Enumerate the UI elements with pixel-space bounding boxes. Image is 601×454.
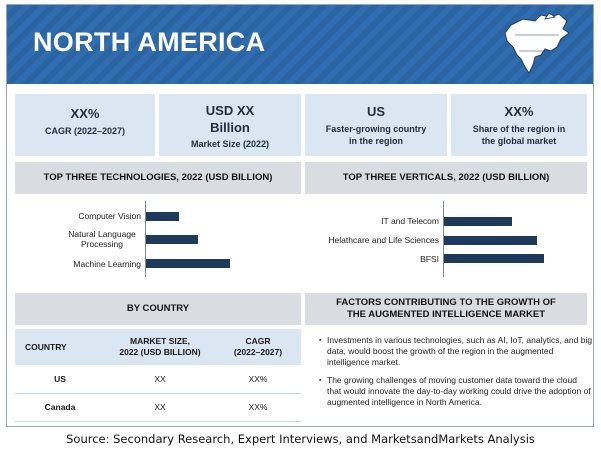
col-cagr-line-2: (2022–2027) (233, 347, 283, 357)
stat-region-share-label-2: the global market (481, 136, 557, 146)
technologies-heading: TOP THREE TECHNOLOGIES, 2022 (USD BILLIO… (15, 162, 301, 194)
tech-label-1-text: Natural Language Processing (68, 229, 136, 249)
col-cagr: CAGR (2022–2027) (215, 329, 301, 365)
stat-market-size-unit: Billion (210, 120, 250, 135)
factors-heading-line-1: FACTORS CONTRIBUTING TO THE GROWTH OF (336, 297, 556, 308)
banner: NORTH AMERICA (7, 5, 593, 84)
stat-market-size-value: USD XX (205, 103, 255, 118)
stat-market-size: USD XX Billion Market Size (2022) (159, 94, 301, 156)
row-us-cagr: XX% (215, 365, 301, 394)
technologies-axis (145, 201, 146, 277)
row-canada-size: XX (105, 393, 215, 422)
north-america-map-icon (504, 12, 570, 74)
tech-label-2: Machine Learning (73, 259, 141, 269)
stat-fastest-country-value: US (366, 104, 386, 119)
stat-market-size-label: Market Size (2022) (190, 139, 270, 149)
stat-cagr: XX% CAGR (2022–2027) (15, 94, 155, 156)
table-row: US XX XX% (15, 365, 301, 394)
country-table: COUNTRY MARKET SIZE, 2022 (USD BILLION) … (15, 329, 301, 422)
stat-region-share-value: XX% (504, 104, 534, 119)
vert-bar-2 (444, 254, 544, 263)
col-cagr-line-1: CAGR (245, 336, 271, 346)
source-note: Source: Secondary Research, Expert Inter… (66, 432, 535, 446)
row-us-size: XX (105, 365, 215, 394)
tech-bar-1 (146, 235, 198, 244)
col-market-size-line-1: MARKET SIZE, (130, 336, 190, 346)
stat-fastest-country-label-1: Faster-growing country (325, 124, 427, 134)
verticals-heading: TOP THREE VERTICALS, 2022 (USD BILLION) (305, 162, 587, 194)
tech-bar-0 (146, 212, 179, 221)
row-canada-country: Canada (15, 393, 105, 422)
vert-bar-1 (444, 236, 538, 245)
stat-fastest-country-label-2: in the region (349, 136, 403, 146)
col-market-size-line-2: 2022 (USD BILLION) (119, 347, 201, 357)
stat-fastest-country: US Faster-growing country in the region (305, 94, 447, 156)
by-country-heading: BY COUNTRY (15, 293, 301, 325)
verticals-chart: IT and Telecom Helathcare and Life Scien… (305, 201, 587, 277)
table-row: Canada XX XX% (15, 393, 301, 422)
region-title: NORTH AMERICA (33, 27, 266, 57)
stat-cagr-label: CAGR (2022–2027) (44, 126, 126, 136)
factors-heading-line-2: THE AUGMENTED INTELLIGENCE MARKET (346, 309, 546, 320)
tech-label-0: Computer Vision (78, 211, 141, 221)
vert-bar-0 (444, 217, 512, 226)
tech-label-1: Natural Language Processing (15, 229, 141, 249)
vert-label-2: BFSI (420, 254, 439, 264)
tech-bar-2 (146, 259, 230, 268)
factors-heading: FACTORS CONTRIBUTING TO THE GROWTH OF TH… (305, 293, 587, 325)
col-country: COUNTRY (15, 329, 105, 365)
vert-label-0: IT and Telecom (381, 216, 439, 226)
row-canada-cagr: XX% (215, 393, 301, 422)
infographic-frame: NORTH AMERICA XX% CAGR (2022–2027) USD X… (6, 4, 594, 427)
vert-label-1: Helathcare and Life Sciences (328, 235, 439, 245)
stat-cagr-value: XX% (70, 106, 100, 121)
stat-region-share: XX% Share of the region in the global ma… (451, 94, 587, 156)
col-market-size: MARKET SIZE, 2022 (USD BILLION) (105, 329, 215, 365)
list-item: Investments in various technologies, suc… (319, 335, 593, 368)
table-header-row: COUNTRY MARKET SIZE, 2022 (USD BILLION) … (15, 329, 301, 365)
technologies-chart: Computer Vision Natural Language Process… (15, 201, 301, 277)
verticals-axis (443, 201, 444, 277)
list-item: The growing challenges of moving custome… (319, 375, 593, 408)
row-us-country: US (15, 365, 105, 394)
stat-region-share-label-1: Share of the region in (472, 124, 566, 134)
factors-list: Investments in various technologies, suc… (319, 335, 593, 415)
